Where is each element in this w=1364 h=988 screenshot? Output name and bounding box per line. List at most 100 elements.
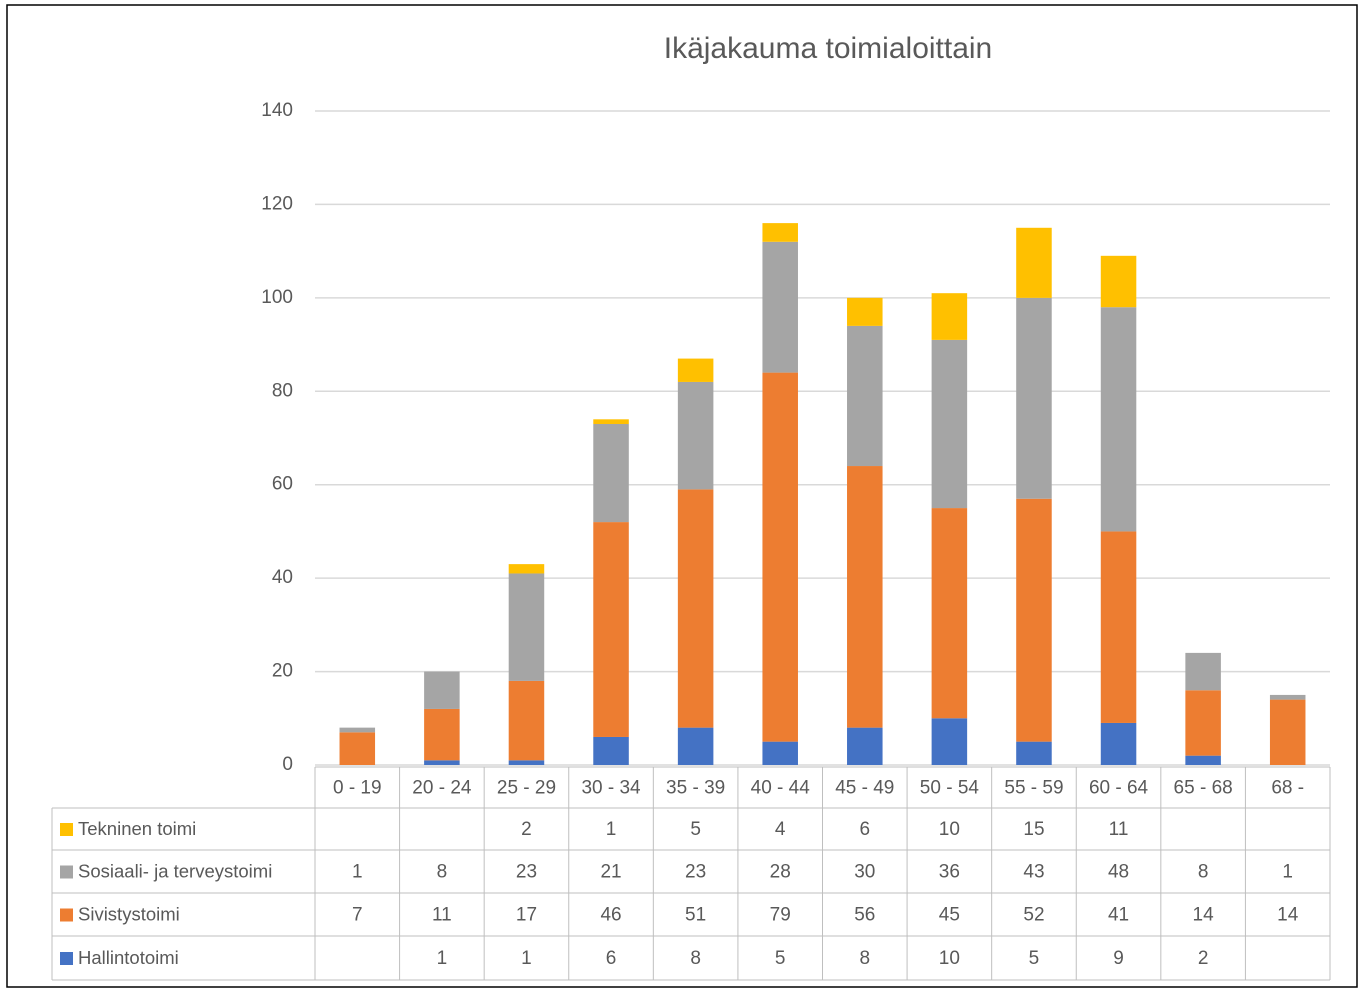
bar-segment xyxy=(1016,741,1052,765)
table-value: 51 xyxy=(685,905,706,926)
table-value: 6 xyxy=(860,819,871,840)
x-tick-label: 20 - 24 xyxy=(412,778,472,799)
bar-segment xyxy=(762,223,798,242)
bar-segment xyxy=(1185,690,1221,756)
legend-key xyxy=(60,952,73,965)
legend-label: Tekninen toimi xyxy=(78,818,196,839)
table-value: 14 xyxy=(1193,905,1215,926)
legend-label: Sivistystoimi xyxy=(78,903,180,924)
bar-segment xyxy=(1269,699,1306,765)
bar-segment xyxy=(508,680,545,761)
y-tick-label: 60 xyxy=(272,474,293,495)
table-value: 43 xyxy=(1023,862,1044,883)
table-value: 1 xyxy=(606,819,617,840)
table-value: 10 xyxy=(939,948,960,969)
table-value: 5 xyxy=(775,948,786,969)
table-value: 17 xyxy=(516,905,537,926)
table-value: 8 xyxy=(1198,862,1209,883)
bar-segment xyxy=(424,671,460,709)
bar-segment xyxy=(1100,255,1137,308)
table-value: 10 xyxy=(939,819,960,840)
table-value: 11 xyxy=(432,905,452,926)
table-value: 23 xyxy=(516,862,537,883)
bar-segment xyxy=(1100,531,1137,723)
chart-title: Ikäjakauma toimialoittain xyxy=(664,32,993,65)
bar-segment xyxy=(1016,297,1052,499)
y-tick-label: 80 xyxy=(272,380,293,401)
table-value: 28 xyxy=(770,862,791,883)
table-value: 30 xyxy=(854,862,875,883)
table-value: 1 xyxy=(352,862,363,883)
y-tick-label: 120 xyxy=(261,193,293,214)
bar-segment xyxy=(1016,227,1052,298)
table-value: 21 xyxy=(600,862,621,883)
bar-segment xyxy=(593,419,629,424)
bar-segment xyxy=(1016,498,1052,742)
table-value: 23 xyxy=(685,862,706,883)
bar-segment xyxy=(1100,307,1137,532)
table-value: 36 xyxy=(939,862,960,883)
bar-segment xyxy=(593,736,629,765)
table-value: 8 xyxy=(437,862,448,883)
table-value: 46 xyxy=(600,905,621,926)
table-value: 52 xyxy=(1023,905,1044,926)
bar-segment xyxy=(762,241,798,373)
legend-label: Hallintotoimi xyxy=(78,947,179,968)
bar-segment xyxy=(424,760,460,765)
table-value: 5 xyxy=(690,819,701,840)
x-tick-label: 25 - 29 xyxy=(497,778,556,799)
table-value: 79 xyxy=(770,905,791,926)
table-value: 2 xyxy=(1198,948,1209,969)
x-tick-label: 30 - 34 xyxy=(581,778,641,799)
x-tick-label: 45 - 49 xyxy=(835,778,894,799)
bar-segment xyxy=(1185,652,1221,691)
table-value: 45 xyxy=(939,905,960,926)
bar-segment xyxy=(508,573,545,681)
bar-segment xyxy=(931,339,968,509)
y-tick-label: 20 xyxy=(272,661,293,682)
legend-label: Sosiaali- ja terveystoimi xyxy=(78,860,272,881)
bar-segment xyxy=(1269,694,1306,700)
x-tick-label: 60 - 64 xyxy=(1089,778,1149,799)
legend-key xyxy=(60,823,73,836)
bar-segment xyxy=(677,381,714,490)
bar-segment xyxy=(847,297,883,326)
bar-segment xyxy=(847,727,883,765)
x-tick-label: 40 - 44 xyxy=(751,778,811,799)
table-value: 9 xyxy=(1113,948,1124,969)
legend-key xyxy=(60,908,73,922)
table-value: 15 xyxy=(1023,819,1044,840)
bar-segment xyxy=(677,489,714,728)
y-tick-label: 140 xyxy=(261,100,293,121)
table-value: 8 xyxy=(860,948,871,969)
x-tick-label: 68 - xyxy=(1271,778,1304,799)
table-value: 14 xyxy=(1277,905,1299,926)
bar-segment xyxy=(508,564,545,574)
x-tick-label: 35 - 39 xyxy=(666,778,725,799)
bar-segment xyxy=(762,372,798,742)
y-tick-label: 100 xyxy=(261,287,293,308)
table-value: 1 xyxy=(437,948,448,969)
table-value: 5 xyxy=(1029,948,1040,969)
table-value: 7 xyxy=(352,905,363,926)
bar-segment xyxy=(931,293,968,340)
table-value: 1 xyxy=(521,948,532,969)
table-value: 6 xyxy=(606,948,617,969)
y-tick-label: 0 xyxy=(282,754,293,775)
bar-segment xyxy=(762,741,798,765)
legend-key xyxy=(60,865,73,879)
table-value: 48 xyxy=(1108,862,1129,883)
y-tick-label: 40 xyxy=(272,567,293,588)
bar-segment xyxy=(339,732,376,765)
table-value: 4 xyxy=(775,819,786,840)
table-value: 56 xyxy=(854,905,875,926)
bar-segment xyxy=(424,708,460,761)
bar-segment xyxy=(339,727,376,733)
bar-segment xyxy=(677,727,714,765)
bar-segment xyxy=(1100,722,1137,765)
table-value: 11 xyxy=(1109,819,1129,840)
bar-segment xyxy=(593,522,629,737)
x-tick-label: 0 - 19 xyxy=(333,778,382,799)
bar-segment xyxy=(677,358,714,382)
